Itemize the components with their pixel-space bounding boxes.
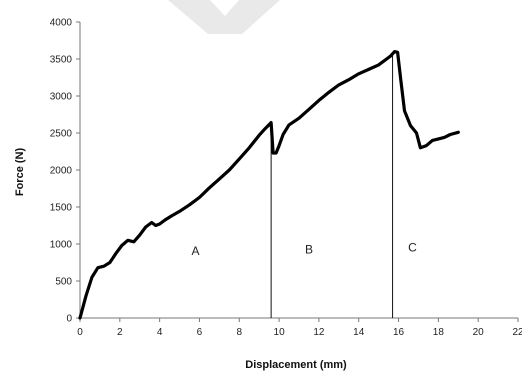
region-label: B (305, 243, 313, 257)
y-tick-label: 4000 (50, 18, 73, 29)
x-tick-label: 10 (274, 327, 286, 338)
region-labels: A B C (191, 240, 417, 258)
watermark (168, 0, 280, 34)
x-tick-label: 0 (77, 327, 83, 338)
y-tick-label: 2500 (50, 129, 73, 140)
x-axis-ticks: 0 2 4 6 8 10 12 14 16 18 20 22 (77, 318, 522, 338)
y-tick-label: 0 (66, 314, 72, 325)
y-tick-label: 3000 (50, 92, 73, 103)
x-tick-label: 6 (197, 327, 203, 338)
axes (79, 22, 518, 319)
y-tick-label: 500 (55, 277, 72, 288)
region-label: A (191, 244, 199, 258)
y-tick-label: 1500 (50, 203, 73, 214)
y-tick-label: 3500 (50, 55, 73, 66)
region-dividers (270, 56, 394, 318)
x-axis-title: Displacement (mm) (245, 359, 347, 371)
x-tick-label: 22 (512, 327, 522, 338)
x-tick-label: 14 (353, 327, 365, 338)
x-tick-label: 8 (236, 327, 242, 338)
y-tick-label: 1000 (50, 240, 73, 251)
region-label: C (408, 240, 417, 254)
y-axis-ticks: 0 500 1000 1500 2000 2500 3000 3500 4000 (50, 18, 80, 325)
y-axis-title: Force (N) (14, 148, 26, 197)
x-tick-label: 18 (433, 327, 445, 338)
x-tick-label: 4 (157, 327, 163, 338)
x-tick-label: 20 (473, 327, 485, 338)
x-tick-label: 2 (117, 327, 123, 338)
y-tick-label: 2000 (50, 166, 73, 177)
series-line (78, 50, 460, 320)
x-tick-label: 12 (313, 327, 325, 338)
x-tick-label: 16 (393, 327, 405, 338)
